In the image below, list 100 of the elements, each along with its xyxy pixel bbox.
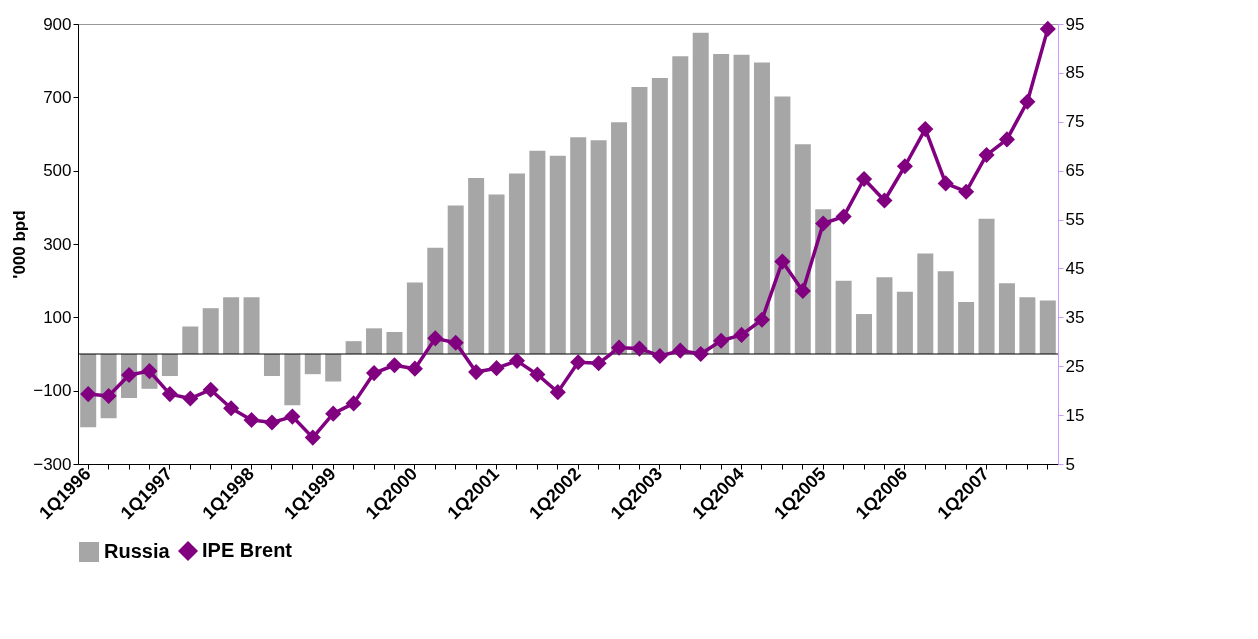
bar [958,301,975,354]
point [733,326,750,343]
bar [243,297,260,354]
point [651,347,668,365]
point [284,408,301,425]
bar [549,155,566,354]
bar [611,122,628,354]
bar [284,354,301,406]
y2-tick-label: 35 [1065,307,1085,327]
y2-tick-label: 95 [1065,14,1085,34]
point [182,390,199,407]
bar [1019,297,1036,354]
bar [978,218,995,354]
bar [753,62,770,354]
bar [590,140,607,354]
bar [835,280,852,354]
point [141,363,158,380]
point [631,340,648,357]
bar [406,282,423,354]
bar [794,144,811,354]
point [365,365,383,382]
point [263,414,281,431]
bar [733,54,750,354]
bar [896,291,913,354]
bar [815,209,832,354]
point [978,146,995,164]
bar [161,354,178,376]
point [998,131,1016,148]
point [304,429,321,446]
point [386,357,403,374]
point [713,332,730,349]
legend-label: Russia [104,540,171,562]
point [774,253,791,270]
point [223,400,240,417]
bar [937,271,954,354]
point [325,405,342,422]
point [100,387,117,405]
y-tick-label: 700 [43,87,72,107]
point [202,381,219,398]
point [958,183,975,200]
y2-tick-label: 15 [1065,405,1085,425]
point [1019,93,1036,110]
bar [631,87,648,354]
bar [468,178,485,354]
bar [998,283,1015,354]
point [896,158,913,175]
point [120,366,138,384]
y-tick-label: 300 [43,234,72,254]
bar [713,54,730,354]
bar [304,354,321,375]
point [243,411,260,429]
bar [488,194,505,354]
point [447,334,464,351]
y2-tick-label: 65 [1065,161,1085,181]
point [672,342,689,359]
bar [325,354,342,382]
bar [651,77,668,354]
point [753,311,771,328]
bar [529,150,546,354]
point [488,360,505,377]
y-tick-label: −300 [33,454,72,474]
y2-tick-label: 5 [1065,454,1075,474]
bar [182,326,199,354]
point [345,395,362,412]
point [529,366,546,383]
bar [263,354,280,376]
y2-tick-label: 75 [1065,112,1085,132]
point [468,364,485,381]
point [794,282,811,299]
y-axis-title: '000 bpd [10,210,30,279]
point [876,192,893,209]
point [80,386,97,403]
bar [1039,300,1056,354]
bar [366,328,383,354]
point [590,355,607,372]
y-tick-label: 900 [43,14,72,34]
point [917,121,934,138]
point [692,345,709,363]
y2-tick-label: 85 [1065,63,1085,83]
bar [223,297,240,354]
point [570,354,587,371]
bar [774,96,791,354]
point [1039,20,1056,37]
y2-tick-label: 45 [1065,258,1085,278]
bar [570,137,587,354]
point [610,339,628,356]
bar [692,32,709,354]
point [549,384,566,401]
bar [345,341,362,354]
bar [447,205,464,354]
bar [856,314,873,354]
point [855,170,873,188]
bar [508,173,525,354]
bar [202,308,219,354]
bar [386,332,403,354]
y2-tick-label: 55 [1065,210,1085,230]
bar [917,253,934,354]
legend-label: IPE Brent [202,539,293,561]
point [161,386,178,403]
y-tick-label: −100 [33,381,72,401]
